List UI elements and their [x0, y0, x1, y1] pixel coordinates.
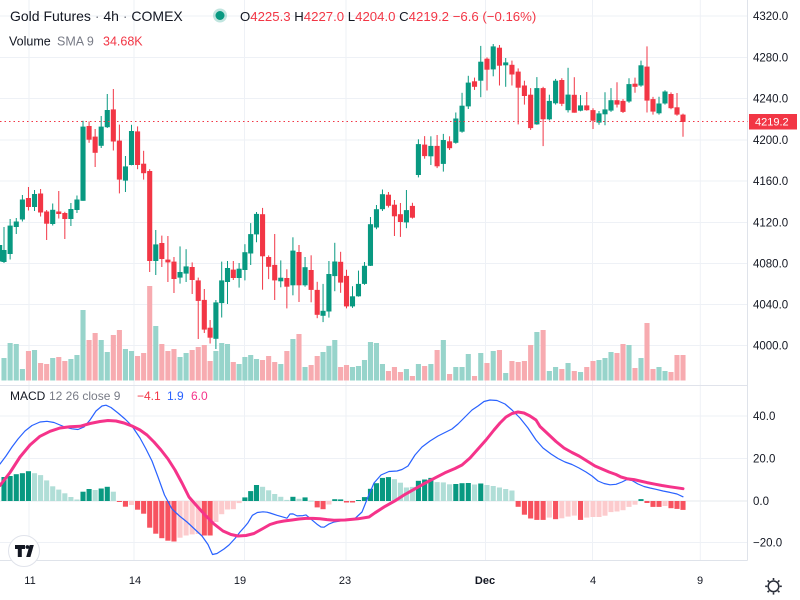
svg-text:23: 23	[339, 575, 351, 587]
svg-text:14: 14	[129, 575, 141, 587]
svg-text:4320.0: 4320.0	[753, 11, 788, 23]
svg-text:4120.0: 4120.0	[753, 218, 788, 230]
svg-text:19: 19	[234, 575, 246, 587]
svg-text:Dec: Dec	[475, 575, 495, 587]
svg-text:4: 4	[590, 575, 596, 587]
svg-text:4200.0: 4200.0	[753, 135, 788, 147]
svg-text:34.68K: 34.68K	[103, 35, 143, 49]
svg-text:O4225.3 H4227.0 L4204.0 C4219.: O4225.3 H4227.0 L4204.0 C4219.2 −6.6 (−0…	[240, 9, 536, 24]
svg-text:−4.1: −4.1	[137, 389, 161, 403]
svg-text:11: 11	[24, 575, 35, 587]
svg-text:12 26 close 9: 12 26 close 9	[49, 389, 121, 403]
svg-text:6.0: 6.0	[191, 389, 208, 403]
svg-text:1.9: 1.9	[167, 389, 184, 403]
svg-text:MACD: MACD	[10, 389, 46, 403]
svg-text:4219.2: 4219.2	[755, 117, 789, 129]
svg-text:40.0: 40.0	[753, 411, 775, 423]
svg-text:Gold Futures · 4h · COMEX: Gold Futures · 4h · COMEX	[10, 8, 183, 24]
svg-text:Volume: Volume	[9, 35, 51, 49]
svg-text:9: 9	[697, 575, 703, 587]
svg-text:4040.0: 4040.0	[753, 300, 788, 312]
svg-text:4280.0: 4280.0	[753, 53, 788, 65]
svg-text:SMA 9: SMA 9	[57, 35, 94, 49]
svg-text:4080.0: 4080.0	[753, 259, 788, 271]
svg-text:0.0: 0.0	[753, 496, 769, 508]
svg-text:4240.0: 4240.0	[753, 94, 788, 106]
svg-text:−20.0: −20.0	[753, 538, 782, 550]
svg-text:4160.0: 4160.0	[753, 176, 788, 188]
svg-text:4000.0: 4000.0	[753, 341, 788, 353]
svg-text:20.0: 20.0	[753, 454, 775, 466]
